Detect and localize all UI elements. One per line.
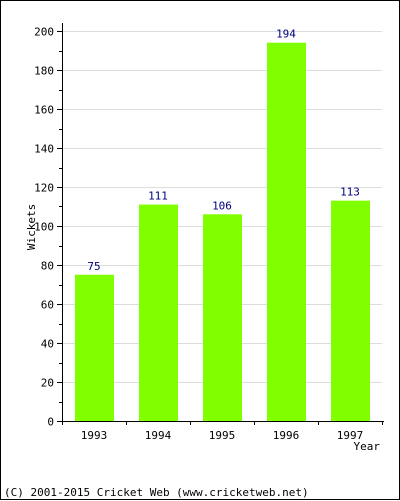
data-label-1997: 113 [340, 186, 360, 199]
axes: 0 20 40 60 80 100 120 140 160 180 200 1993 1994 1995 1… [34, 23, 384, 442]
y-tick-label: 40 [41, 338, 54, 351]
x-tick-label-1993: 1993 [81, 429, 108, 442]
bars [75, 42, 370, 421]
x-tick-label-1996: 1996 [273, 429, 300, 442]
y-tick-label: 60 [41, 299, 54, 312]
bar-1995 [203, 214, 242, 421]
copyright-footer: (C) 2001-2015 Cricket Web (www.cricketwe… [4, 486, 309, 499]
data-label-1996: 194 [276, 28, 296, 41]
y-tick-label: 20 [41, 377, 54, 390]
x-tick-label-1994: 1994 [145, 429, 172, 442]
y-axis-title: Wickets [25, 204, 38, 250]
data-labels: 75 111 106 194 113 [87, 28, 360, 273]
bar-1993 [75, 274, 114, 421]
y-tick-label: 160 [34, 104, 54, 117]
data-label-1994: 111 [148, 190, 168, 203]
x-axis-title: Year [354, 440, 381, 453]
x-tick-label-1995: 1995 [209, 429, 236, 442]
y-tick-label: 120 [34, 182, 54, 195]
bar-1996 [267, 42, 306, 421]
bar-1994 [139, 204, 178, 421]
x-tick-label-1997: 1997 [337, 429, 364, 442]
y-tick-label: 200 [34, 26, 54, 39]
y-tick-label: 100 [34, 221, 54, 234]
data-label-1993: 75 [87, 260, 100, 273]
y-tick-label: 0 [47, 416, 54, 429]
y-tick-label: 80 [41, 260, 54, 273]
y-tick-label: 140 [34, 143, 54, 156]
y-tick-label: 180 [34, 65, 54, 78]
data-label-1995: 106 [212, 199, 232, 212]
bar-1997 [331, 200, 370, 421]
